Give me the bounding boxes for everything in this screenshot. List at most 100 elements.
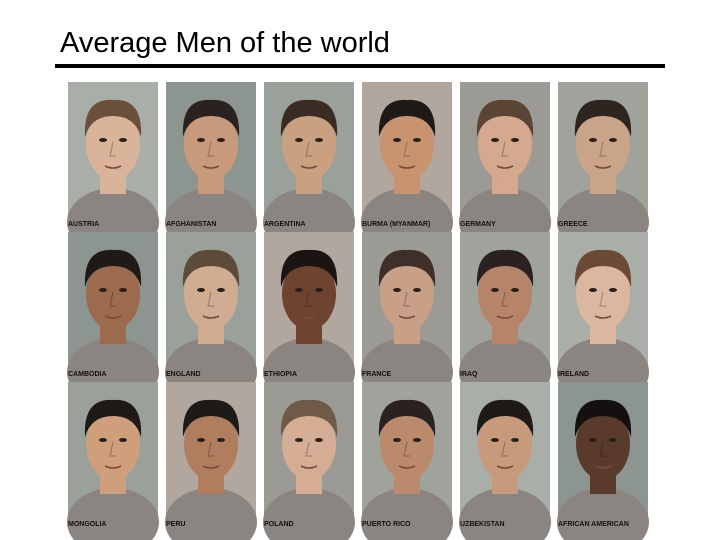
head	[184, 258, 238, 330]
face-photo	[557, 382, 649, 540]
mouth	[104, 315, 122, 319]
nose	[501, 141, 508, 157]
face-photo	[165, 382, 257, 540]
face-label: GERMANY	[460, 221, 496, 228]
mouth	[300, 465, 318, 469]
hair	[476, 399, 534, 437]
face-photo	[67, 82, 159, 256]
face-photo	[459, 82, 551, 256]
mouth	[594, 165, 612, 169]
face-photo	[263, 232, 355, 406]
hair	[378, 399, 436, 437]
hair	[280, 399, 338, 437]
face-photo	[165, 82, 257, 256]
right-eye	[609, 138, 617, 142]
hair	[182, 399, 240, 437]
face-label: ENGLAND	[166, 371, 201, 378]
face-label: MONGOLIA	[68, 521, 107, 528]
head	[282, 258, 336, 330]
nose	[207, 291, 214, 307]
face-label: FRANCE	[362, 371, 391, 378]
head	[86, 408, 140, 480]
right-eye	[413, 288, 421, 292]
nose	[109, 441, 116, 457]
right-eye	[315, 138, 323, 142]
head	[576, 408, 630, 480]
right-eye	[119, 138, 127, 142]
head	[184, 408, 238, 480]
mouth	[104, 465, 122, 469]
face-label: PUERTO RICO	[362, 521, 411, 528]
face-photo	[361, 82, 453, 256]
left-eye	[589, 438, 597, 442]
shoulders	[67, 488, 159, 540]
right-eye	[217, 288, 225, 292]
mouth	[496, 315, 514, 319]
left-eye	[99, 438, 107, 442]
face-label: CAMBODIA	[68, 371, 107, 378]
left-eye	[197, 138, 205, 142]
mouth	[202, 465, 220, 469]
head	[282, 408, 336, 480]
nose	[403, 441, 410, 457]
nose	[305, 441, 312, 457]
hair	[476, 249, 534, 287]
face-photo	[263, 382, 355, 540]
face-photo	[67, 232, 159, 406]
face-photo	[361, 382, 453, 540]
right-eye	[315, 288, 323, 292]
left-eye	[491, 288, 499, 292]
hair	[280, 249, 338, 287]
mouth	[594, 315, 612, 319]
head	[478, 258, 532, 330]
mouth	[398, 315, 416, 319]
left-eye	[99, 288, 107, 292]
head	[478, 108, 532, 180]
right-eye	[609, 288, 617, 292]
right-eye	[511, 288, 519, 292]
hair	[182, 99, 240, 137]
face-photo	[361, 232, 453, 406]
head	[86, 258, 140, 330]
face-grid: AUSTRIA AFGHANISTAN ARGENTINA BURMA (MYANMA…	[67, 82, 649, 540]
right-eye	[217, 138, 225, 142]
head	[282, 108, 336, 180]
face-label: ETHIOPIA	[264, 371, 297, 378]
head	[86, 108, 140, 180]
nose	[109, 291, 116, 307]
nose	[599, 441, 606, 457]
left-eye	[295, 138, 303, 142]
face-photo	[459, 382, 551, 540]
left-eye	[295, 438, 303, 442]
mouth	[594, 465, 612, 469]
hair	[84, 399, 142, 437]
mouth	[202, 315, 220, 319]
head	[478, 408, 532, 480]
face-photo	[557, 232, 649, 406]
face-label: ARGENTINA	[264, 221, 306, 228]
mouth	[300, 315, 318, 319]
shoulders	[263, 488, 355, 540]
hair	[476, 99, 534, 137]
nose	[403, 141, 410, 157]
left-eye	[589, 288, 597, 292]
nose	[305, 291, 312, 307]
left-eye	[393, 438, 401, 442]
head	[380, 408, 434, 480]
hair	[378, 99, 436, 137]
right-eye	[119, 438, 127, 442]
nose	[501, 291, 508, 307]
face-label: AFRICAN AMERICAN	[558, 521, 629, 528]
shoulders	[459, 488, 551, 540]
hair	[574, 399, 632, 437]
mouth	[202, 165, 220, 169]
face-label: POLAND	[264, 521, 294, 528]
face-photo	[263, 82, 355, 256]
left-eye	[295, 288, 303, 292]
head	[576, 258, 630, 330]
left-eye	[197, 288, 205, 292]
hair	[574, 99, 632, 137]
nose	[109, 141, 116, 157]
face-photo	[67, 382, 159, 540]
